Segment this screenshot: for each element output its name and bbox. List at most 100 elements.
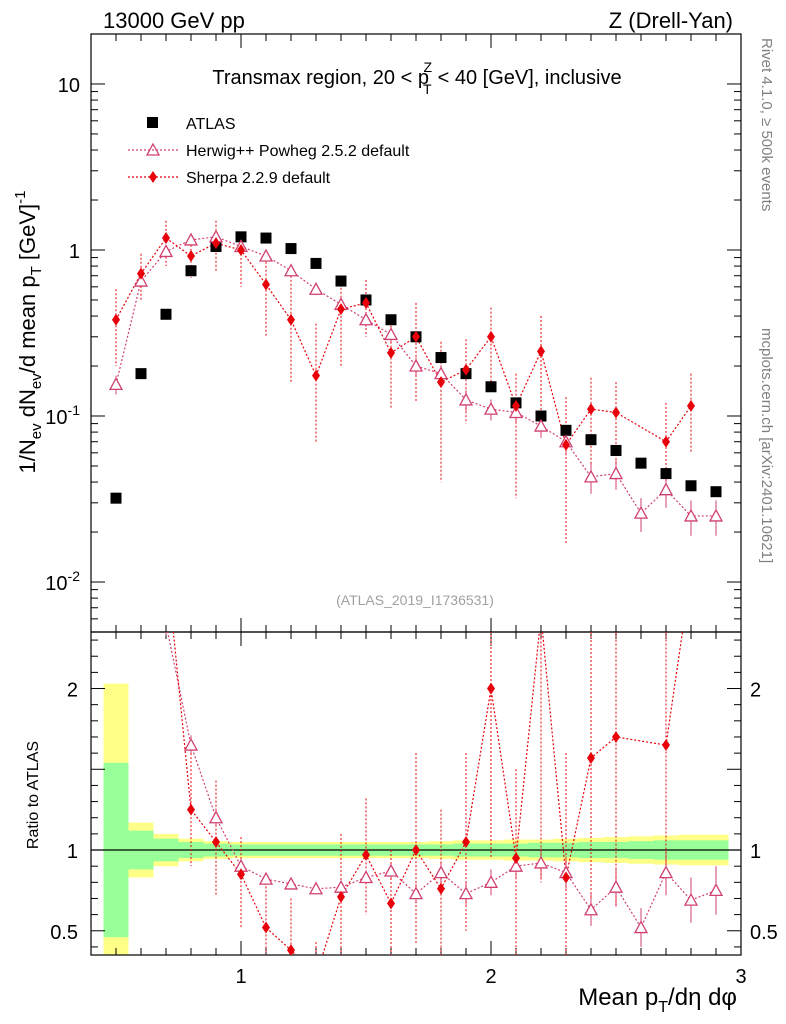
ylabel-part-8: -1 <box>12 191 29 204</box>
sherpa-data-point <box>662 435 670 448</box>
y-tick-label-main: 10 <box>58 75 80 97</box>
herwig-data-point <box>508 405 524 419</box>
ylabel-part-4: ev <box>28 373 45 389</box>
y-tick-label-ratio-left: 2 <box>67 680 78 702</box>
sherpa-data-point <box>537 345 545 358</box>
sherpa-data-point <box>237 243 245 256</box>
sherpa-data-point <box>262 278 270 291</box>
sherpa-data-point <box>312 369 320 382</box>
herwig-data-point <box>583 469 599 483</box>
sherpa-data-point <box>387 346 395 359</box>
atlas-data-point <box>435 352 447 364</box>
herwig-ratio-point <box>208 810 224 824</box>
herwig-data-point <box>458 392 474 406</box>
y-tick-label-main: 10-2 <box>45 568 80 595</box>
herwig-ratio-point <box>383 863 399 877</box>
rivet-version-label: Rivet 4.1.0, ≥ 500k events <box>758 38 775 211</box>
sherpa-data-point <box>687 399 695 412</box>
sherpa-ratio-point <box>337 890 345 903</box>
ylabel-part-7: [GeV] <box>15 204 40 266</box>
main-plot-title: Transmax region, 20 < pTZ < 40 [GeV], in… <box>212 59 621 97</box>
herwig-ratio-point <box>508 858 524 872</box>
title-sup: Z <box>424 59 433 75</box>
sherpa-data-point <box>137 267 145 280</box>
herwig-ratio-point <box>358 870 374 884</box>
herwig-ratio-point <box>583 902 599 916</box>
x-tick-label: 2 <box>485 966 496 988</box>
sherpa-data-point <box>162 232 170 245</box>
atlas-data-point <box>335 275 347 287</box>
herwig-ratio-point <box>533 855 549 869</box>
title-sub: T <box>423 81 432 97</box>
atlas-data-point <box>685 480 697 492</box>
y-tick-label-ratio-right: 0.5 <box>750 922 778 944</box>
atlas-data-point <box>635 457 647 469</box>
x-tick-label: 3 <box>735 966 746 988</box>
ylabel-part-5: /d mean p <box>15 275 40 373</box>
y-tick-exponent: -1 <box>68 402 81 418</box>
atlas-data-point <box>660 468 672 480</box>
atlas-data-point <box>110 492 122 504</box>
sherpa-data-point <box>187 250 195 263</box>
atlas-data-point <box>585 434 597 446</box>
sherpa-ratio-point <box>537 610 545 622</box>
atlas-data-point <box>485 381 497 393</box>
sherpa-ratio-point <box>187 803 195 816</box>
y-tick-base: 10 <box>45 407 67 429</box>
sherpa-data-point <box>412 330 420 343</box>
ratio-data-layer <box>165 610 724 955</box>
herwig-data-point <box>683 508 699 522</box>
herwig-data-point <box>383 327 399 341</box>
herwig-ratio-point <box>433 865 449 879</box>
sherpa-ratio-point <box>262 921 270 934</box>
herwig-ratio-point <box>458 886 474 900</box>
analysis-id-label: (ATLAS_2019_I1736531) <box>336 592 494 608</box>
herwig-data-point <box>658 482 674 496</box>
atlas-data-point <box>560 424 572 436</box>
sherpa-data-point <box>587 403 595 416</box>
atlas-data-point <box>160 308 172 320</box>
xlabel-part-3: /dη dφ <box>668 984 737 1011</box>
atlas-data-point <box>285 243 297 255</box>
y-tick-label-ratio-right: 1 <box>750 841 761 863</box>
y-tick-label-ratio-left: 0.5 <box>50 922 78 944</box>
y-tick-base: 10 <box>45 573 67 595</box>
legend-atlas-label: ATLAS <box>186 116 236 133</box>
atlas-data-point <box>310 257 322 269</box>
xlabel-part-2: T <box>658 999 668 1016</box>
atlas-data-point <box>710 486 722 498</box>
herwig-data-point <box>533 418 549 432</box>
sherpa-ratio-line <box>172 632 684 955</box>
herwig-ratio-point <box>283 876 299 890</box>
herwig-ratio-point <box>658 865 674 879</box>
legend-sherpa-label: Sherpa 2.2.9 default <box>186 170 331 187</box>
sherpa-data-point <box>512 399 520 412</box>
sherpa-data-point <box>487 330 495 343</box>
sherpa-ratio-point <box>562 871 570 884</box>
herwig-ratio-point <box>708 883 724 897</box>
sherpa-data-point <box>437 376 445 389</box>
ylabel-part-2: ev <box>28 423 45 439</box>
sherpa-ratio-point <box>662 739 670 752</box>
herwig-data-point <box>133 273 149 287</box>
sherpa-ratio-point <box>212 835 220 848</box>
ylabel-part-1: 1/N <box>15 439 40 473</box>
sherpa-ratio-point <box>512 852 520 865</box>
y-tick-label-main: 10-1 <box>45 402 80 429</box>
atlas-data-point <box>185 265 197 277</box>
y-tick-exponent: -2 <box>68 568 81 584</box>
atlas-data-point <box>535 410 547 422</box>
atlas-data-point <box>235 231 247 243</box>
main-y-axis-label: 1/Nev dNev/d mean pT [GeV]-1 <box>12 191 45 474</box>
ylabel-part-3: dN <box>15 389 40 423</box>
herwig-data-point <box>258 248 274 262</box>
title-post: < 40 [GeV], inclusive <box>432 67 622 89</box>
legend-herwig-marker <box>145 142 161 156</box>
xlabel-part-1: Mean p <box>578 984 658 1011</box>
sherpa-data-point <box>112 313 120 326</box>
atlas-data-point <box>135 368 147 380</box>
y-tick-label-ratio-left: 1 <box>67 841 78 863</box>
sherpa-ratio-point <box>612 730 620 743</box>
